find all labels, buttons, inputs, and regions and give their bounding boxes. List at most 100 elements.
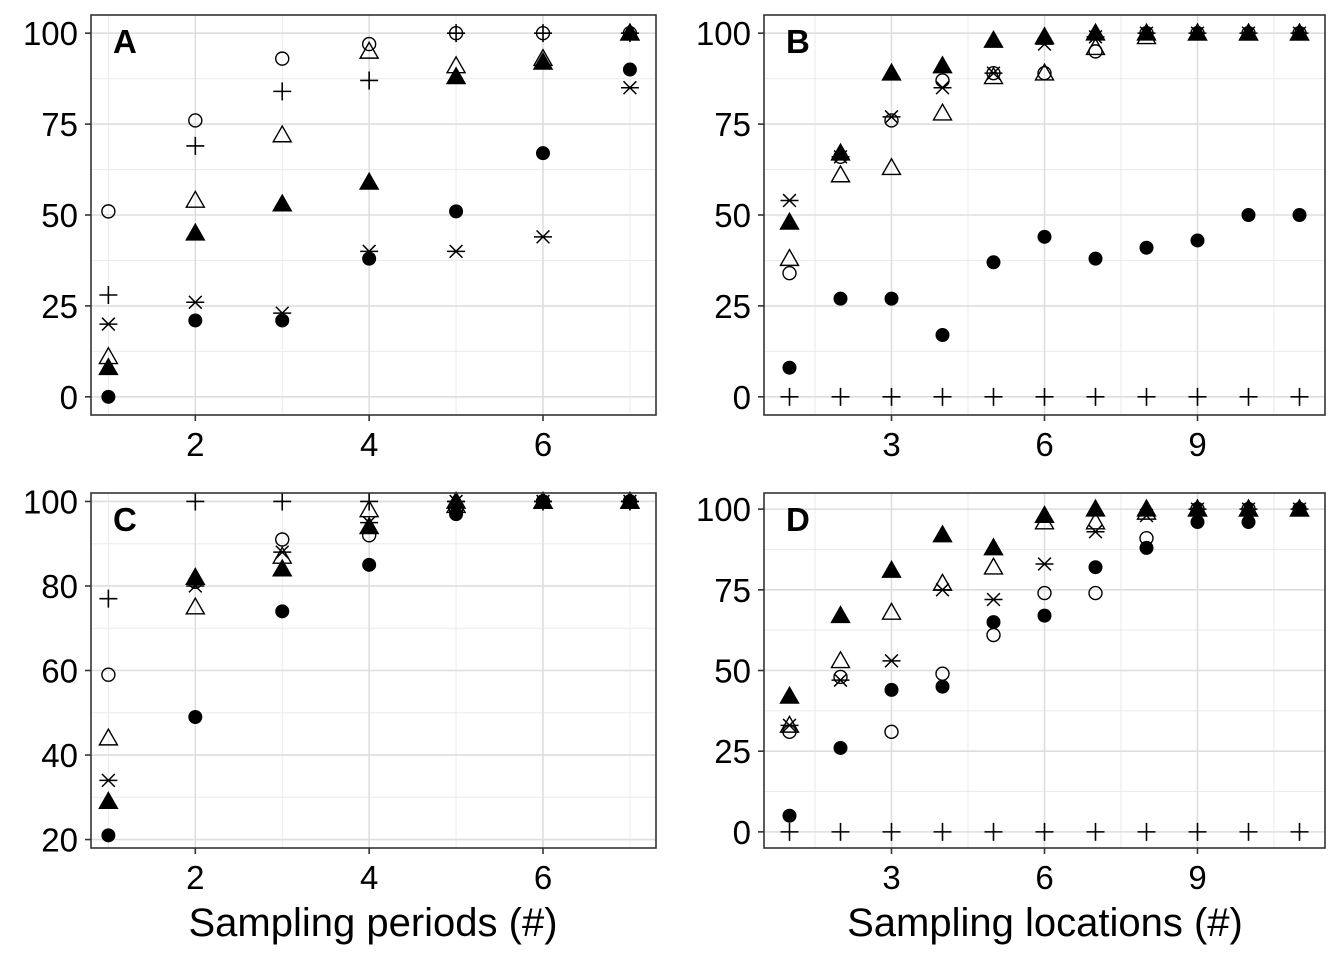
point-filled-triangle: [1187, 22, 1208, 41]
point-open-triangle: [881, 157, 902, 176]
x-tick-label: 2: [186, 859, 204, 896]
point-asterisk: [186, 579, 205, 593]
y-tick-label: 75: [41, 106, 78, 143]
point-filled-triangle: [983, 30, 1004, 48]
point-filled-circle: [986, 615, 1001, 630]
x-tick-label: 9: [1188, 426, 1206, 463]
point-open-triangle: [983, 556, 1004, 575]
point-plus: [1035, 822, 1054, 841]
point-asterisk: [99, 773, 118, 788]
point-filled-circle: [536, 146, 550, 161]
y-tick-label: 100: [23, 483, 78, 520]
point-filled-triangle: [983, 537, 1004, 556]
panel-letter: D: [786, 501, 810, 538]
point-filled-circle: [1139, 540, 1154, 555]
panel-b: 3 6 9 0 25 50 75 100 B: [696, 14, 1326, 463]
y-tick-label: 25: [714, 733, 751, 770]
point-filled-circle: [188, 709, 203, 724]
point-plus: [99, 286, 118, 304]
point-plus: [831, 387, 850, 406]
point-open-circle: [1088, 585, 1103, 601]
point-asterisk: [1188, 502, 1207, 517]
panel-letter: A: [113, 23, 137, 60]
point-plus: [882, 822, 901, 841]
point-filled-triangle: [881, 560, 902, 578]
point-plus: [780, 822, 799, 841]
point-filled-circle: [833, 291, 848, 306]
point-filled-triangle: [1289, 22, 1310, 41]
point-asterisk: [882, 653, 901, 668]
point-asterisk: [1239, 502, 1258, 517]
point-filled-triangle: [272, 558, 293, 577]
point-asterisk: [447, 494, 466, 509]
point-filled-circle: [101, 828, 116, 843]
panel-d: 3 6 9 0 25 50 75 100 D: [696, 491, 1326, 896]
panel-border: [763, 14, 1326, 416]
point-asterisk: [273, 545, 292, 560]
point-open-circle: [275, 51, 290, 66]
point-open-triangle: [779, 714, 800, 733]
point-open-circle: [1037, 585, 1052, 601]
point-filled-circle: [986, 255, 1001, 270]
panel-letter: C: [113, 501, 137, 538]
point-open-triangle: [98, 727, 119, 746]
point-open-triangle: [1085, 511, 1106, 530]
point-plus: [534, 24, 552, 43]
panel-border: [90, 14, 657, 416]
point-asterisk: [1137, 26, 1156, 41]
point-asterisk: [1290, 26, 1309, 41]
point-asterisk: [1086, 29, 1105, 44]
point-plus: [99, 589, 118, 608]
y-tick-label: 25: [714, 288, 751, 325]
point-filled-triangle: [185, 567, 206, 585]
series-plus: [99, 24, 639, 304]
point-plus: [933, 387, 952, 406]
point-filled-circle: [275, 313, 290, 328]
series-asterisk: [780, 26, 1309, 208]
x-tick-label: 4: [360, 426, 378, 463]
series-filled-triangle: [98, 22, 641, 376]
point-asterisk: [831, 673, 850, 688]
point-plus: [273, 492, 292, 511]
point-filled-circle: [935, 679, 950, 694]
panel-c: 2 4 6 20 40 60 80 100 C: [23, 483, 657, 896]
point-open-triangle: [185, 190, 206, 208]
point-open-triangle: [830, 164, 851, 183]
point-filled-circle: [188, 313, 203, 328]
point-filled-triangle: [358, 516, 380, 535]
x-axis-title-left: Sampling periods (#): [188, 901, 557, 945]
y-tick-label: 75: [714, 572, 751, 609]
point-asterisk: [882, 109, 901, 124]
point-open-circle: [188, 113, 203, 128]
panel-letter: B: [786, 23, 810, 60]
point-filled-circle: [935, 328, 950, 342]
point-asterisk: [780, 193, 799, 208]
series-plus: [780, 822, 1309, 841]
y-tick-label: 50: [714, 197, 751, 234]
y-tick-label: 80: [41, 568, 78, 605]
y-tick-label: 25: [41, 288, 78, 325]
point-filled-triangle: [830, 605, 851, 624]
series-asterisk: [99, 494, 639, 788]
point-asterisk: [1188, 26, 1207, 41]
point-filled-circle: [622, 62, 637, 77]
point-open-triangle: [983, 66, 1004, 85]
y-tick-label: 40: [41, 737, 78, 774]
point-filled-circle: [362, 251, 377, 266]
point-filled-circle: [884, 291, 899, 306]
point-asterisk: [360, 515, 379, 530]
point-open-circle: [101, 204, 116, 219]
point-open-triangle: [185, 596, 206, 615]
x-tick-label: 6: [1035, 426, 1053, 463]
point-filled-triangle: [358, 171, 380, 190]
point-open-triangle: [779, 248, 800, 267]
point-plus: [620, 24, 639, 43]
point-asterisk: [1137, 508, 1156, 523]
point-plus: [984, 822, 1003, 841]
panel-border: [90, 492, 657, 849]
point-open-triangle: [830, 650, 851, 669]
point-plus: [882, 387, 901, 406]
y-tick-label: 100: [23, 15, 78, 52]
point-plus: [447, 24, 466, 43]
